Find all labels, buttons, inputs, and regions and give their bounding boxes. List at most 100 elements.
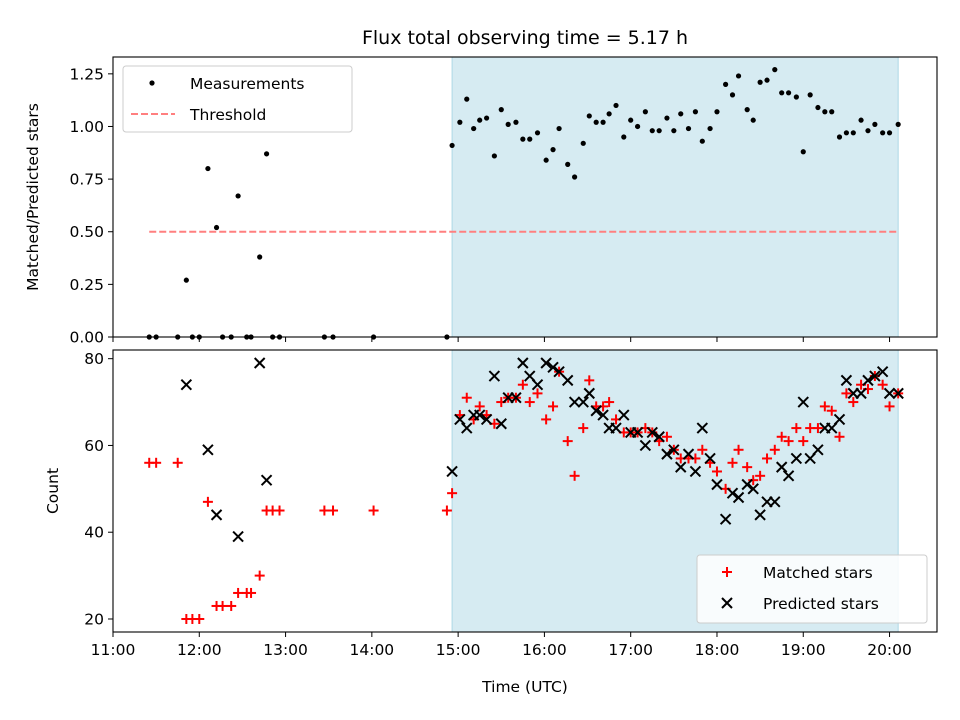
measurement-point: [707, 125, 713, 132]
predicted-star-point-b: [517, 357, 529, 369]
predicted-star-point: [577, 396, 589, 408]
matched-star-point: [447, 488, 458, 499]
observing-span-rect-top: [451, 56, 899, 338]
predicted-star-point-b: [833, 413, 846, 426]
predicted-star-point-b: [180, 379, 193, 391]
legend-x-glyph: [721, 597, 733, 609]
matched-star-point: [841, 388, 852, 399]
measurement-point: [543, 157, 549, 163]
predicted-star-point: [562, 374, 574, 387]
predicted-star-point-b: [840, 374, 853, 387]
predicted-star-point-b: [855, 387, 867, 400]
matched-star-point: [368, 505, 379, 516]
legend-marker-measurements: [149, 80, 155, 86]
predicted-star-point-b: [461, 422, 473, 434]
predicted-star-point-b: [631, 426, 644, 439]
predicted-star-point: [883, 387, 896, 400]
predicted-star-point-b: [726, 487, 739, 499]
predicted-star-point-b: [754, 509, 766, 521]
measurement-point: [520, 136, 526, 142]
measurement-point: [556, 125, 562, 132]
measurement-point: [505, 121, 511, 127]
predicted-star-point-b: [253, 357, 266, 369]
predicted-star-point: [892, 387, 904, 400]
predicted-star-point-b: [597, 409, 609, 421]
matched-star-point: [848, 397, 859, 408]
matched-star-point: [217, 600, 228, 611]
matched-star-point: [762, 453, 773, 464]
measurement-point: [457, 119, 463, 125]
matched-star-point: [474, 401, 485, 412]
predicted-star-point: [711, 478, 723, 491]
predicted-star-point: [862, 374, 874, 387]
count-y-tick-label: 60: [84, 437, 104, 455]
measurement-point: [757, 79, 763, 85]
measurement-point: [656, 128, 662, 134]
matched-star-point: [742, 462, 753, 473]
measurement-point: [477, 117, 483, 123]
predicted-star-point-b: [790, 452, 803, 465]
measurement-point: [678, 111, 684, 117]
measurement-point: [858, 117, 864, 123]
predicted-star-point: [704, 452, 716, 465]
predicted-star-point: [840, 374, 853, 387]
matched-star-point: [755, 470, 766, 481]
matched-star-point: [584, 375, 595, 386]
predicted-star-point: [461, 422, 473, 434]
measurement-point: [621, 134, 627, 140]
measurement-point: [895, 121, 901, 127]
predicted-star-point-b: [524, 370, 536, 382]
measurement-point: [580, 140, 586, 146]
measurement-point: [822, 109, 828, 115]
legend-label-measurements: Measurements: [190, 75, 305, 93]
measurement-point: [750, 117, 756, 123]
ratio-legend: Measurements Threshold: [122, 65, 353, 133]
measurement-point: [843, 130, 850, 136]
time-x-tick-label: 15:00: [436, 641, 481, 659]
predicted-star-point-b: [719, 513, 732, 525]
predicted-star-point: [180, 379, 193, 391]
predicted-star-point: [876, 365, 889, 378]
legend-plus-glyph: [722, 567, 732, 577]
measurement-point: [865, 128, 871, 134]
measurement-point: [664, 115, 670, 121]
predicted-star-point-b: [202, 444, 214, 456]
ratio-y-tick-label: 0.75: [69, 171, 104, 189]
matched-star-point: [604, 397, 615, 408]
matched-star-point: [151, 457, 162, 468]
measurement-point: [671, 128, 677, 134]
predicted-star-point-b: [682, 448, 695, 460]
predicted-star-point: [732, 491, 745, 504]
predicted-star-point-b: [653, 431, 665, 443]
matched-star-point: [541, 414, 552, 425]
predicted-star-point-b: [568, 396, 581, 408]
ratio-panel-frame: [112, 56, 938, 338]
ratio-panel: 0.00 0.25 0.50 0.75 1.00 1.25 Flux total obse…: [24, 27, 938, 347]
predicted-star-point-b: [883, 387, 896, 400]
measurement-point: [183, 277, 189, 283]
predicted-star-point: [631, 426, 644, 439]
measurement-point: [491, 153, 497, 159]
measurement-point: [779, 90, 785, 96]
predicted-star-point: [488, 370, 501, 382]
measurement-point: [785, 90, 792, 96]
measurement-point: [880, 130, 886, 136]
chart-title: Flux total observing time = 5.17 h: [362, 27, 688, 49]
predicted-star-point: [446, 465, 458, 478]
predicted-star-point-b: [610, 422, 622, 434]
matched-star-point: [461, 392, 472, 403]
matched-star-point: [532, 388, 543, 399]
predicted-star-point-b: [210, 509, 223, 521]
predicted-star-point-b: [646, 426, 658, 439]
predicted-star-point-b: [510, 392, 522, 404]
matched-star-point: [517, 379, 528, 390]
predicted-star-point-b: [668, 444, 680, 456]
measurement-point: [886, 130, 893, 136]
predicted-star-point-b: [590, 405, 602, 417]
measurement-point: [872, 121, 878, 127]
measurement-point: [464, 96, 470, 102]
predicted-star-point-b: [232, 530, 244, 543]
predicted-star-point: [583, 387, 595, 400]
predicted-star-point: [741, 478, 753, 491]
predicted-star-point: [769, 496, 781, 508]
